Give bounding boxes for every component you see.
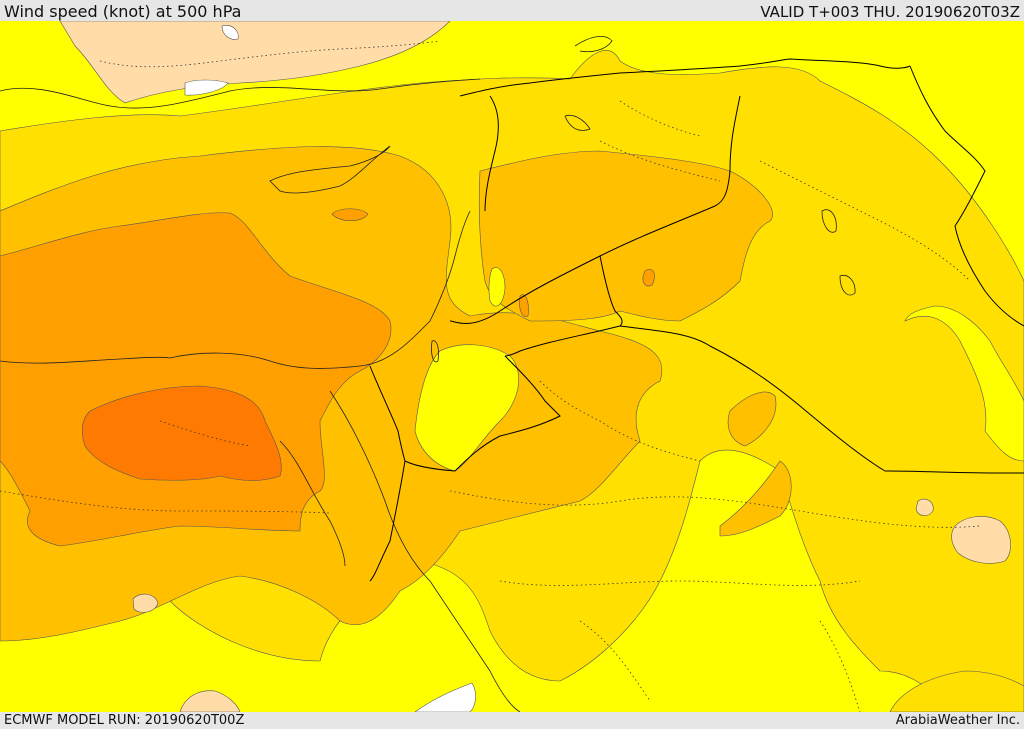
wind-band-white-north-2: [221, 25, 239, 40]
lakes: [431, 209, 856, 363]
wind-band-peach-north: [59, 21, 451, 104]
wind-band-white-south: [414, 682, 476, 712]
wind-band-peach-east-small: [915, 498, 934, 516]
wind-band-dark-orange: [81, 385, 282, 481]
wind-band-peach-southwest: [132, 593, 159, 613]
footer-bar: ECMWF MODEL RUN: 20190620T00Z ArabiaWeat…: [0, 712, 1024, 729]
wind-band-orange-small-1: [331, 208, 369, 222]
wind-band-yellow-pocket-east: [904, 305, 1024, 462]
map-canvas: [0, 21, 1024, 712]
valid-time-label: VALID T+003 THU. 20190620T03Z: [760, 3, 1020, 21]
wind-band-yellow-pocket-jordan: [414, 344, 519, 472]
wind-band-gold-east-patch: [727, 391, 777, 447]
model-run-label: ECMWF MODEL RUN: 20190620T00Z: [4, 713, 245, 728]
country-borders: [369, 58, 1024, 582]
wind-speed-map: [0, 21, 1024, 712]
header-bar: Wind speed (knot) at 500 hPa VALID T+003…: [0, 0, 1024, 21]
coastlines: [0, 36, 613, 712]
wind-band-orange-small-3: [642, 269, 655, 287]
wind-band-yellow-pocket-galilee: [488, 267, 506, 307]
wind-band-peach-east: [951, 516, 1011, 564]
admin-boundaries: [0, 40, 981, 712]
wind-band-light-gold-southeast: [889, 670, 1024, 712]
wind-band-white-north: [184, 79, 229, 96]
credit-label: ArabiaWeather Inc.: [895, 713, 1020, 728]
map-title: Wind speed (knot) at 500 hPa: [4, 2, 242, 21]
wind-band-orange: [0, 212, 392, 547]
wind-band-gold-southeast-patch: [719, 460, 792, 537]
wind-band-peach-south: [179, 690, 241, 712]
